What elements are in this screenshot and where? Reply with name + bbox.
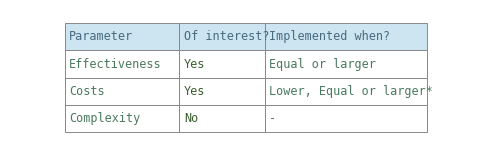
Bar [65,105,180,132]
Text: -: - [269,112,276,125]
Bar [180,78,264,105]
Bar [65,50,180,78]
Bar [264,78,427,105]
Bar [180,23,264,50]
Bar [65,23,180,50]
Bar [65,78,180,105]
Text: No: No [184,112,198,125]
Bar [264,50,427,78]
Bar [264,105,427,132]
Text: Yes: Yes [184,85,205,98]
Bar [264,23,427,50]
Text: Costs: Costs [69,85,105,98]
Bar [180,105,264,132]
Text: Implemented when?: Implemented when? [269,30,390,43]
Text: Parameter: Parameter [69,30,133,43]
Text: Equal or larger: Equal or larger [269,58,376,71]
Text: Effectiveness: Effectiveness [69,58,162,71]
Text: Complexity: Complexity [69,112,141,125]
Text: Of interest?: Of interest? [184,30,269,43]
Text: Yes: Yes [184,58,205,71]
Text: Lower, Equal or larger*: Lower, Equal or larger* [269,85,433,98]
Bar [180,50,264,78]
